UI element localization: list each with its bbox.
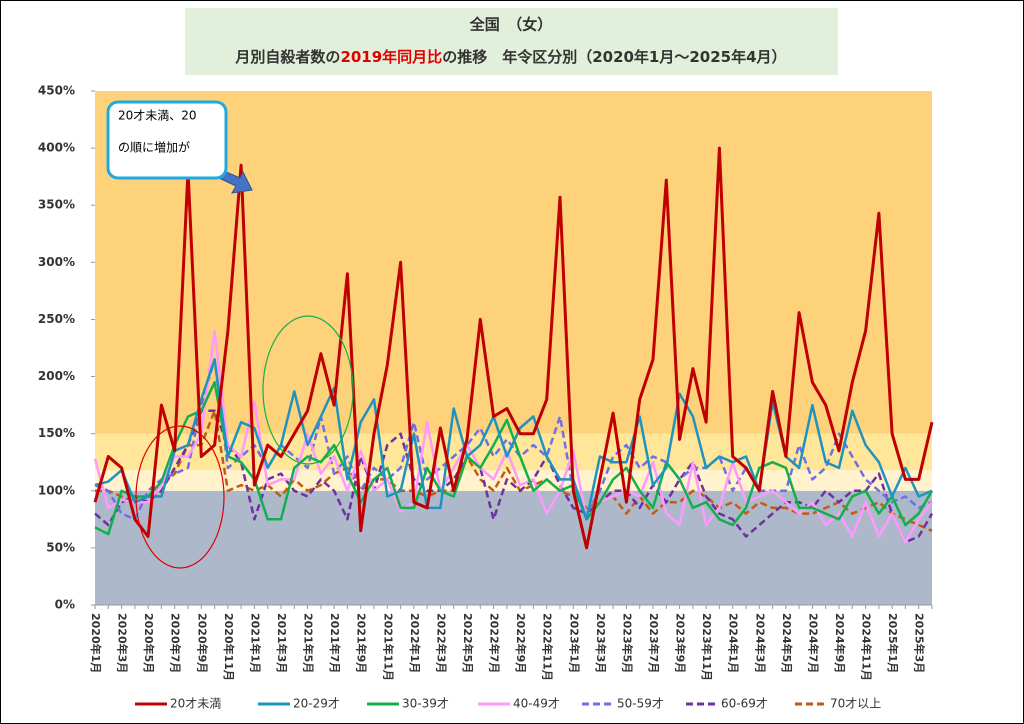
legend-label: 50-59才 <box>617 697 664 711</box>
y-tick-label: 300% <box>38 255 75 269</box>
chart-subtitle: 月別自殺者数の2019年同月比の推移 年令区分別（2020年1月～2025年4月… <box>234 48 786 66</box>
annotation: 20才未満、20 <box>118 109 197 123</box>
x-tick-label: 2021年5月 <box>302 613 316 673</box>
x-tick-label: 2024年9月 <box>833 613 847 673</box>
legend-label: 60-69才 <box>721 697 768 711</box>
legend-label: 20-29才 <box>293 697 340 711</box>
x-tick-label: 2023年7月 <box>647 613 661 673</box>
y-tick-label: 200% <box>38 369 75 383</box>
series-line <box>95 409 933 532</box>
x-tick-label: 2022年11月 <box>541 613 555 681</box>
x-tick-label: 2020年9月 <box>195 613 209 673</box>
callout <box>106 100 228 180</box>
y-tick-label: 400% <box>38 141 75 155</box>
y-tick-label: 250% <box>38 312 75 326</box>
x-tick-label: 2020年7月 <box>169 613 183 673</box>
y-tick-label: 350% <box>38 198 75 212</box>
y-tick-label: 450% <box>38 84 75 98</box>
x-tick-label: 2022年5月 <box>461 613 475 673</box>
decorations <box>106 100 354 569</box>
x-tick-label: 2020年1月 <box>89 613 103 673</box>
subtitle-part: の推移 年令区分別（2020年1月～2025年4月） <box>442 48 786 66</box>
legend-label: 20才未満 <box>170 697 221 711</box>
subtitle-part: 月別自殺者数の <box>234 48 340 66</box>
x-tick-label: 2020年11月 <box>222 613 236 681</box>
highlight-circle <box>262 315 354 465</box>
chart-title: 全国 （女） <box>469 16 553 34</box>
x-tick-label: 2021年9月 <box>355 613 369 673</box>
x-tick-label: 2023年3月 <box>594 613 608 673</box>
y-tick-label: 50% <box>46 540 75 554</box>
x-tick-label: 2024年7月 <box>806 613 820 673</box>
x-tick-label: 2021年1月 <box>248 613 262 673</box>
x-tick-label: 2024年3月 <box>753 613 767 673</box>
series-line <box>93 329 933 544</box>
x-tick-label: 2022年3月 <box>434 613 448 673</box>
series-line <box>94 358 933 521</box>
y-tick-label: 150% <box>38 426 75 440</box>
x-tick-label: 2021年3月 <box>275 613 289 673</box>
legend-label: 30-39才 <box>402 697 449 711</box>
x-tick-label: 2020年3月 <box>116 613 130 673</box>
x-tick-label: 2025年3月 <box>913 613 927 673</box>
y-tick-label: 100% <box>38 483 75 497</box>
x-tick-label: 2022年7月 <box>488 613 502 673</box>
subtitle-part: 2019年同月比 <box>340 48 442 66</box>
x-tick-label: 2024年1月 <box>727 613 741 673</box>
series-line <box>94 409 934 544</box>
x-tick-label: 2022年9月 <box>514 613 528 673</box>
legend-label: 70才以上 <box>830 697 881 711</box>
title-box <box>185 8 838 75</box>
plot: 0% 50% 100% 150% 200% 250% 300% 350% 400% 450% 202… <box>38 84 934 681</box>
x-tick-label: 2021年11月 <box>381 613 395 681</box>
series-line <box>94 358 933 521</box>
x-tick-label: 2024年11月 <box>860 613 874 681</box>
highlight-circle <box>135 425 225 569</box>
x-tick-label: 2023年9月 <box>674 613 688 673</box>
x-tick-label: 2022年1月 <box>408 613 422 673</box>
x-tick-label: 2024年5月 <box>780 613 794 673</box>
legend-label: 40-49才 <box>513 697 560 711</box>
series-line <box>94 381 934 536</box>
series-line <box>93 146 934 550</box>
y-tick-label: 0% <box>55 598 75 612</box>
x-tick-label: 2020年5月 <box>142 613 156 673</box>
annotation: の順に増加が <box>118 140 190 155</box>
x-tick-label: 2021年7月 <box>328 613 342 673</box>
x-tick-label: 2025年1月 <box>886 613 900 673</box>
x-tick-label: 2023年1月 <box>567 613 581 673</box>
x-tick-label: 2023年11月 <box>700 613 714 681</box>
x-tick-label: 2023年5月 <box>620 613 634 673</box>
